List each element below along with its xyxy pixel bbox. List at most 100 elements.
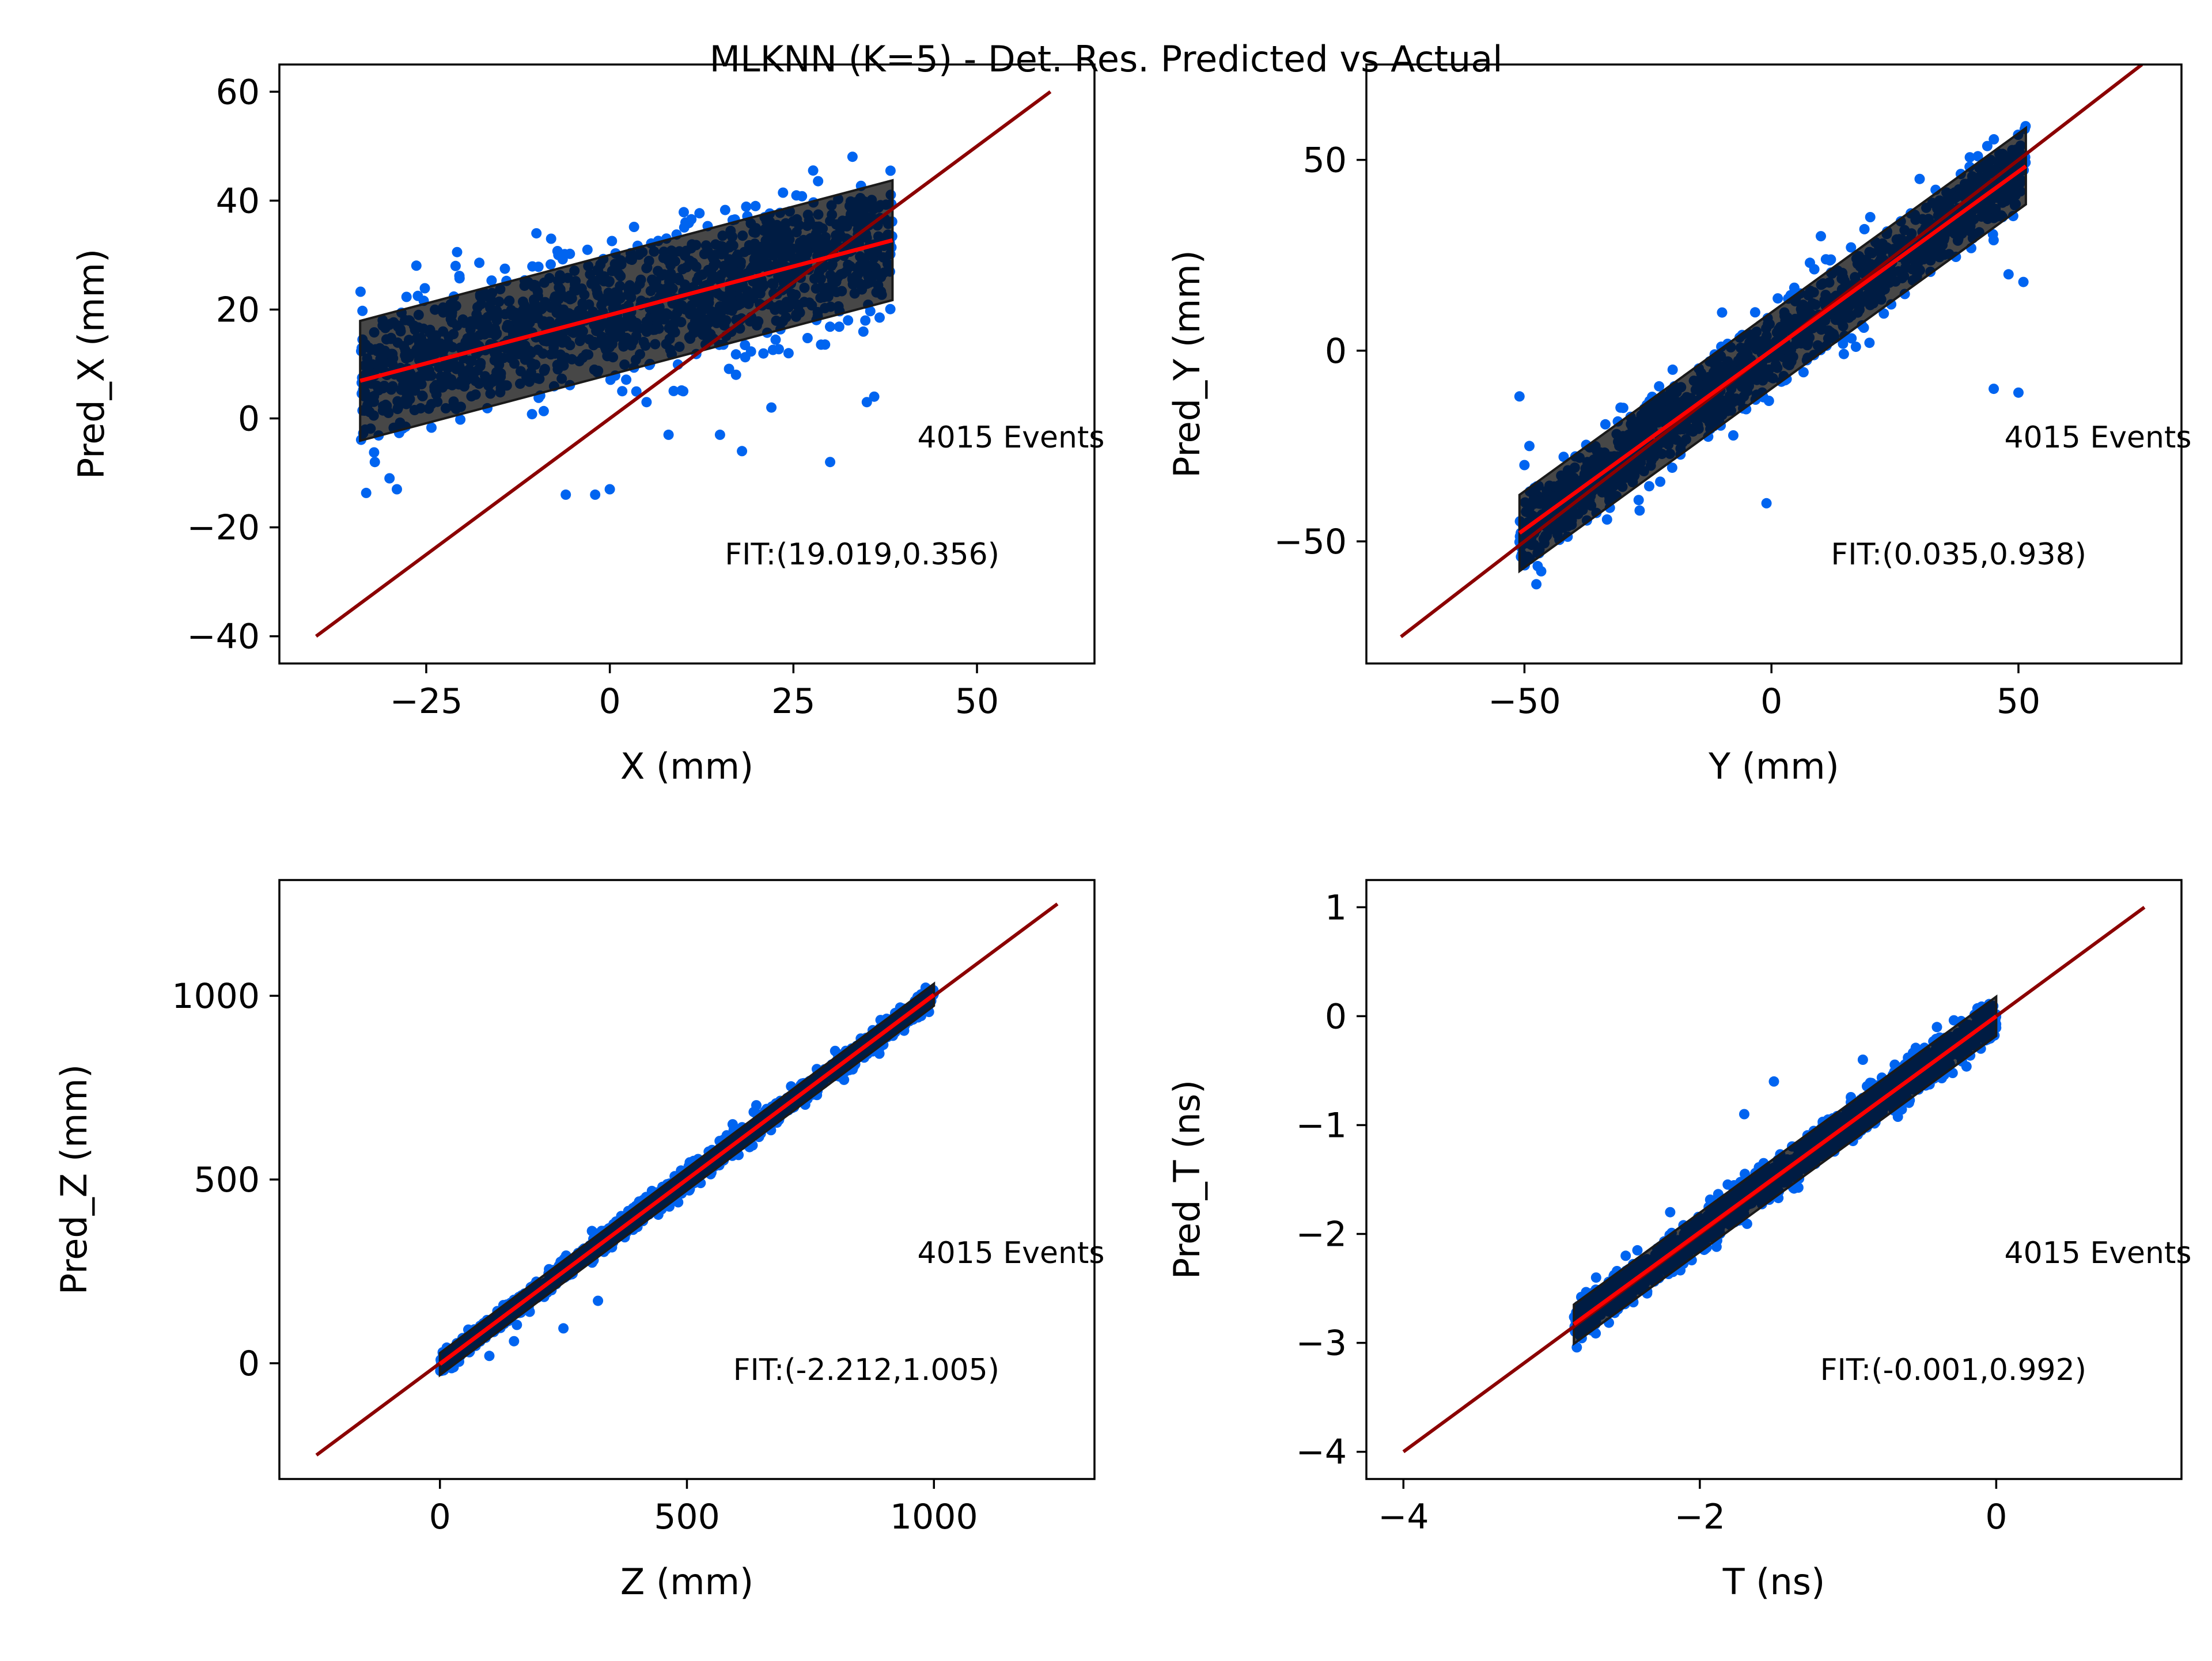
outlier-point [1988,384,1999,394]
outlier-point [1717,308,1728,318]
data-point [361,488,372,498]
data-point [1839,349,1849,359]
data-point [582,245,593,255]
data-point [452,247,463,257]
data-point [621,374,631,385]
x-tick-label: 25 [771,681,815,722]
outlier-point [1514,391,1525,401]
x-axis-label: Y (mm) [1708,745,1839,787]
data-point [686,214,696,225]
y-tick-label: 500 [194,1160,260,1200]
outlier-point [678,386,688,396]
data-point [500,264,510,274]
data-point [783,348,794,358]
data-point [741,202,751,212]
data-point [1809,264,1820,275]
outlier-point [1816,231,1826,241]
y-tick-label: 0 [1325,331,1347,371]
y-tick-label: 20 [216,290,260,330]
data-point [527,409,537,419]
events-annotation: 4015 Events [2005,420,2192,455]
data-point [1600,419,1611,430]
outlier-point [2018,277,2029,287]
data-point [1851,342,1861,352]
data-point [533,261,544,272]
outlier-point [1762,498,1772,509]
outlier-point [560,490,571,500]
data-point [1750,307,1760,317]
x-axis-label: X (mm) [620,745,753,787]
x-tick-label: 0 [429,1497,451,1537]
outlier-point [869,392,880,402]
outlier-point [1865,212,1876,222]
outlier-point [593,1296,603,1306]
data-point [1634,505,1645,515]
data-point [679,207,689,217]
data-point [1772,293,1783,304]
events-annotation: 4015 Events [918,420,1105,455]
data-point [1988,235,1999,245]
data-point [355,287,366,297]
data-point [885,304,896,314]
x-tick-label: 0 [599,681,621,722]
y-axis-label: Pred_Z (mm) [53,1064,95,1295]
data-point [454,271,465,281]
y-tick-label: 40 [216,181,260,221]
data-point [607,236,617,247]
data-point [1965,152,1975,162]
x-tick-label: 500 [654,1497,720,1537]
data-point [768,345,778,355]
data-point [1728,430,1738,441]
data-point [629,222,639,232]
x-tick-label: 50 [955,681,999,722]
data-point [1825,255,1836,265]
outlier-point [766,403,777,413]
data-point [369,448,379,458]
y-tick-label: −50 [1274,522,1347,562]
outlier-point [1618,403,1628,413]
data-point [751,201,761,211]
outlier-point [715,430,725,440]
y-tick-label: 0 [238,1344,260,1384]
data-point [1864,337,1874,348]
data-point [860,316,870,326]
events-annotation: 4015 Events [918,1236,1105,1271]
fit-annotation: FIT:(19.019,0.356) [725,537,999,572]
outlier-point [546,234,556,244]
outlier-point [450,261,461,271]
outlier-point [737,446,747,456]
outlier-point [1915,174,1925,184]
data-point [802,333,813,343]
data-point [1644,481,1654,491]
data-point [771,335,781,345]
data-point [411,260,422,271]
outlier-point [2013,388,2024,398]
y-axis-label: Pred_X (mm) [70,249,112,479]
x-axis-label: Z (mm) [620,1561,753,1603]
data-point [1789,283,1800,293]
y-axis-label: Pred_Y (mm) [1166,250,1208,478]
outlier-point [664,430,674,440]
fit-annotation: FIT:(0.035,0.938) [1831,537,2086,572]
outlier-point [384,473,395,484]
outlier-point [1668,365,1678,375]
data-point [412,291,423,301]
data-point [587,1226,597,1236]
data-point [858,327,869,337]
outlier-point [605,484,615,495]
data-point [825,321,835,332]
outlier-point [641,397,652,407]
data-point [420,283,430,294]
data-point [834,321,844,332]
data-point [874,312,885,323]
data-point [546,259,556,270]
outlier-point [590,490,600,500]
y-tick-label: 50 [1303,141,1347,181]
data-point [791,190,802,200]
x-tick-label: −50 [1488,681,1561,722]
outlier-point [392,484,402,495]
outlier-point [825,457,835,467]
x-tick-label: −25 [390,681,463,722]
y-tick-label: 1000 [172,976,260,1017]
fit-annotation: FIT:(-2.212,1.005) [733,1353,999,1387]
